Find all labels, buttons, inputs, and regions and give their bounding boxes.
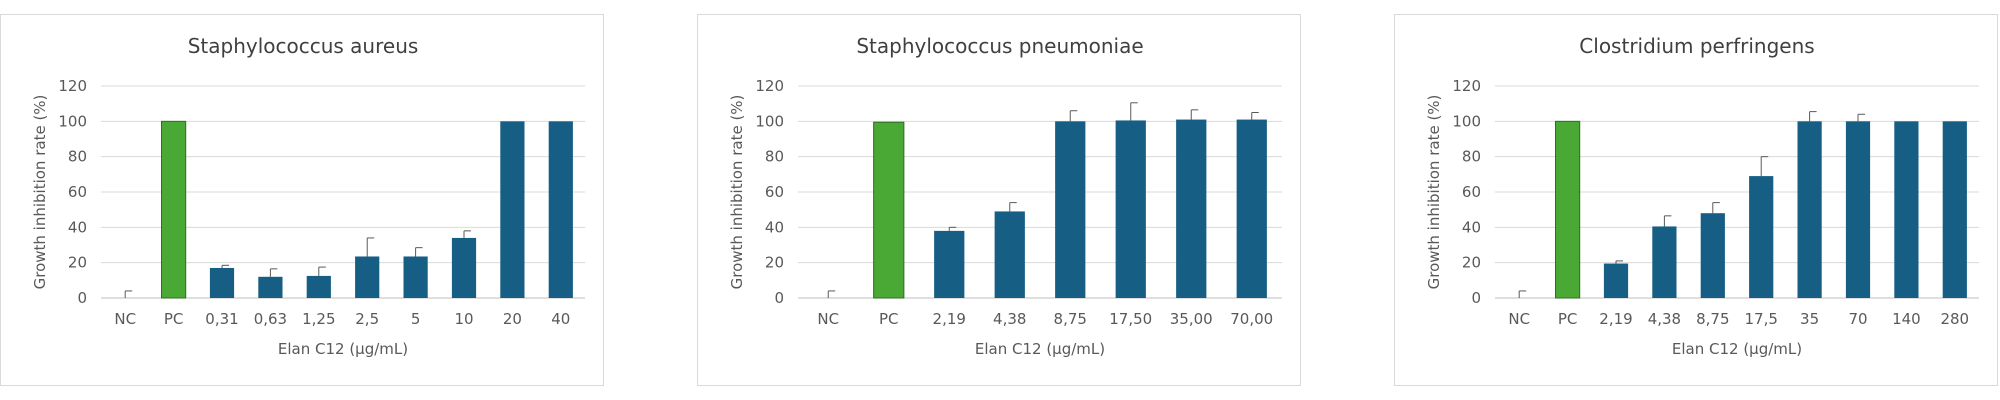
x-tick-label: 8,75 (1054, 310, 1087, 328)
y-tick-label: 40 (1462, 218, 1481, 236)
y-tick-label: 80 (1462, 148, 1481, 166)
x-tick-label: NC (114, 310, 136, 328)
chart-panel-1: Staphylococcus aureus 0 20 40 60 80 100 120 Grow… (0, 14, 604, 386)
bar (934, 230, 965, 298)
x-axis-label: Elan C12 (µg/mL) (975, 340, 1105, 358)
y-tick-label: 120 (1452, 77, 1481, 95)
x-tick-label: 70,00 (1230, 310, 1273, 328)
x-tick-label: 17,5 (1744, 310, 1777, 328)
bar (258, 276, 283, 298)
y-tick-label: 40 (68, 218, 87, 236)
bar (403, 256, 428, 298)
chart-title: Clostridium perfringens (1579, 34, 1814, 58)
y-tick-label: 20 (68, 254, 87, 272)
x-tick-label: 40 (551, 310, 570, 328)
bar (1055, 121, 1086, 298)
bar (451, 237, 477, 298)
bar (306, 275, 331, 298)
chart-panel-3: Clostridium perfringens 0 20 40 60 80 100 120 Gr… (1394, 14, 1998, 386)
bar (548, 121, 573, 298)
bar (1942, 121, 1967, 298)
bar (1652, 226, 1677, 298)
y-tick-label: 100 (755, 112, 784, 130)
x-axis-label: Elan C12 (µg/mL) (1672, 340, 1802, 358)
bar (1176, 119, 1207, 298)
x-tick-label: 2,19 (1599, 310, 1632, 328)
y-tick-label: 60 (68, 183, 87, 201)
y-axis-label: Growth inhibition rate (%) (31, 95, 49, 290)
y-tick-label: 0 (1471, 289, 1481, 307)
x-tick-label: 4,38 (993, 310, 1026, 328)
x-tick-label: 140 (1892, 310, 1921, 328)
x-tick-label: 17,50 (1109, 310, 1152, 328)
x-tick-label: 0,31 (205, 310, 238, 328)
bar (1894, 121, 1919, 298)
x-tick-label: 8,75 (1696, 310, 1729, 328)
x-tick-label: PC (1558, 310, 1578, 328)
bar-chart-staphylococcus-pneumoniae: Staphylococcus pneumoniae 0 20 40 60 80 100 120… (728, 34, 1282, 358)
y-axis-label: Growth inhibition rate (%) (1425, 95, 1443, 290)
x-tick-label: 35,00 (1170, 310, 1213, 328)
bar (1797, 121, 1822, 298)
y-tick-label: 120 (755, 77, 784, 95)
bar (1749, 176, 1774, 298)
bar (1700, 213, 1725, 298)
y-tick-label: 100 (1452, 112, 1481, 130)
bar (500, 121, 525, 298)
bar (1115, 120, 1146, 298)
x-tick-label: NC (817, 310, 839, 328)
bar (1555, 120, 1581, 299)
bar (209, 267, 235, 298)
bar (355, 256, 380, 298)
x-tick-label: 5 (411, 310, 421, 328)
bar (161, 120, 187, 299)
y-tick-label: 20 (1462, 254, 1481, 272)
bar (1236, 119, 1267, 298)
y-tick-label: 120 (58, 77, 87, 95)
x-tick-label: 4,38 (1648, 310, 1681, 328)
x-tick-label: PC (164, 310, 184, 328)
x-tick-label: NC (1508, 310, 1530, 328)
y-tick-label: 100 (58, 112, 87, 130)
bar (1845, 121, 1871, 298)
bar-chart-clostridium-perfringens: Clostridium perfringens 0 20 40 60 80 100 120 Gr… (1425, 34, 1979, 358)
y-tick-label: 20 (765, 254, 784, 272)
bar-chart-staphylococcus-aureus: Staphylococcus aureus 0 20 40 60 80 100 120 Grow… (31, 34, 585, 358)
x-tick-label: 10 (454, 310, 473, 328)
y-tick-label: 40 (765, 218, 784, 236)
y-tick-label: 0 (774, 289, 784, 307)
bar (873, 121, 905, 299)
bar (994, 211, 1025, 298)
x-tick-label: 20 (503, 310, 522, 328)
chart-title: Staphylococcus pneumoniae (856, 34, 1143, 58)
x-tick-label: 2,5 (355, 310, 379, 328)
y-tick-label: 60 (1462, 183, 1481, 201)
chart-panel-2: Staphylococcus pneumoniae 0 20 40 60 80 100 120… (697, 14, 1301, 386)
x-tick-label: 2,19 (933, 310, 966, 328)
y-tick-label: 60 (765, 183, 784, 201)
y-axis-label: Growth inhibition rate (%) (728, 95, 746, 290)
y-tick-label: 80 (765, 148, 784, 166)
x-tick-label: PC (879, 310, 899, 328)
y-tick-label: 0 (77, 289, 87, 307)
y-tick-label: 80 (68, 148, 87, 166)
x-tick-label: 1,25 (302, 310, 335, 328)
x-axis-label: Elan C12 (µg/mL) (278, 340, 408, 358)
x-tick-label: 280 (1940, 310, 1969, 328)
bar (1603, 263, 1629, 298)
x-tick-label: 0,63 (254, 310, 287, 328)
chart-title: Staphylococcus aureus (188, 34, 419, 58)
x-tick-label: 35 (1800, 310, 1819, 328)
x-tick-label: 70 (1848, 310, 1867, 328)
